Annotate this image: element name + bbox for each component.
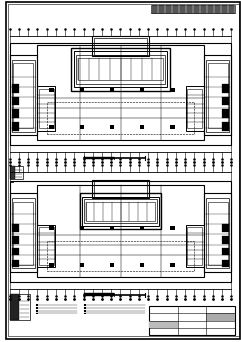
Bar [36, 304, 38, 306]
Bar [170, 88, 175, 92]
Bar [39, 227, 54, 265]
Bar [92, 180, 149, 198]
Bar [12, 224, 19, 232]
Bar [222, 260, 229, 267]
Bar [80, 263, 84, 267]
Bar [94, 38, 147, 55]
Bar [47, 241, 194, 271]
Bar [80, 193, 161, 229]
Bar [10, 181, 231, 282]
Bar [10, 294, 19, 320]
Bar [92, 36, 149, 56]
Bar [74, 51, 167, 87]
Bar [84, 304, 86, 306]
Bar [10, 55, 37, 135]
Bar [140, 263, 144, 267]
Bar [10, 43, 231, 145]
Bar [36, 313, 38, 314]
Bar [37, 45, 204, 140]
Bar [49, 263, 54, 267]
Bar [12, 122, 19, 131]
Bar [13, 202, 33, 265]
Bar [208, 63, 228, 128]
Bar [222, 236, 229, 244]
Bar [110, 88, 114, 92]
Bar [222, 248, 229, 255]
Bar [12, 198, 35, 268]
Bar [222, 224, 229, 232]
Bar [186, 225, 204, 267]
Bar [204, 55, 231, 135]
Bar [36, 307, 38, 309]
Bar [222, 84, 229, 93]
Bar [39, 89, 54, 128]
Bar [208, 202, 228, 265]
Bar [84, 199, 157, 223]
Bar [186, 86, 204, 131]
Bar [149, 306, 235, 335]
Bar [222, 122, 229, 131]
Bar [12, 260, 19, 267]
Bar [78, 58, 163, 80]
Bar [10, 294, 30, 320]
Bar [110, 263, 114, 267]
Bar [76, 55, 165, 84]
Bar [37, 185, 204, 277]
Bar [12, 60, 35, 132]
Bar [151, 5, 235, 13]
Bar [36, 310, 38, 312]
Bar [94, 181, 147, 197]
Bar [170, 263, 175, 267]
Bar [71, 48, 170, 91]
Bar [13, 63, 33, 128]
Bar [80, 88, 84, 92]
Bar [12, 236, 19, 244]
Bar [222, 97, 229, 105]
Bar [110, 125, 114, 129]
Bar [140, 88, 144, 92]
Bar [10, 166, 23, 179]
Bar [10, 166, 15, 179]
Bar [82, 197, 159, 226]
Bar [187, 89, 202, 128]
Bar [206, 198, 229, 268]
Bar [140, 226, 144, 230]
Bar [12, 109, 19, 118]
Bar [12, 84, 19, 93]
Bar [12, 97, 19, 105]
Bar [187, 227, 202, 265]
Bar [12, 248, 19, 255]
Bar [84, 313, 86, 314]
Bar [204, 193, 231, 272]
Bar [84, 293, 114, 296]
Bar [110, 226, 114, 230]
Bar [49, 125, 54, 129]
Bar [80, 125, 84, 129]
Bar [10, 193, 37, 272]
Bar [170, 226, 175, 230]
Bar [222, 109, 229, 118]
Bar [80, 226, 84, 230]
Bar [206, 60, 229, 132]
Bar [149, 321, 178, 328]
Bar [86, 202, 155, 221]
Bar [84, 157, 114, 159]
Bar [170, 125, 175, 129]
Bar [37, 225, 55, 267]
Bar [49, 226, 54, 230]
Bar [47, 102, 194, 134]
Bar [84, 310, 86, 312]
Bar [84, 307, 86, 309]
Bar [49, 88, 54, 92]
Bar [207, 313, 235, 321]
Bar [37, 86, 55, 131]
Bar [140, 125, 144, 129]
